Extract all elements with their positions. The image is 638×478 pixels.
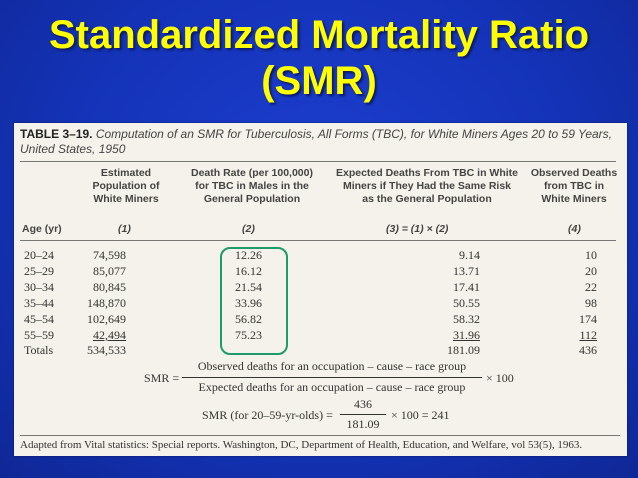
cell-age: 45–54 (24, 312, 54, 326)
cell-expected: 31.96 (453, 328, 480, 342)
cell-observed: 98 (585, 296, 597, 310)
cell-expected: 50.55 (453, 296, 480, 310)
table-row: 30–34 80,845 21.54 17.41 22 (14, 279, 627, 295)
colnum-4: (4) (568, 223, 581, 235)
cell-population: 102,649 (87, 312, 126, 326)
table-caption-text: Computation of an SMR for Tuberculosis, … (95, 127, 612, 141)
table-row: 35–44 148,870 33.96 50.55 98 (14, 295, 627, 311)
table-row: 55–59 42,494 75.23 31.96 112 (14, 327, 627, 343)
colnum-2: (2) (242, 223, 255, 235)
cell-population: 42,494 (93, 328, 126, 342)
cell-population: 148,870 (87, 296, 126, 310)
header-col2-line: General Population (203, 193, 301, 205)
slide-title-line2: (SMR) (261, 59, 377, 103)
cell-rate: 75.23 (235, 328, 262, 342)
cell-rate: 21.54 (235, 280, 262, 294)
slide-title-line1: Standardized Mortality Ratio (48, 13, 590, 57)
header-col3-line: Miners if They Had the Same Risk (342, 180, 512, 192)
smr-formula-lhs: SMR = (144, 371, 180, 385)
header-col4: Observed Deaths from TBC in White Miners (524, 167, 624, 206)
header-col3: Expected Deaths From TBC in White Miners… (332, 167, 522, 206)
smr-formula-numerator: Observed deaths for an occupation – caus… (197, 359, 467, 373)
header-col4-line: from TBC in (543, 180, 605, 192)
cell-rate: 33.96 (235, 296, 262, 310)
smr-example-numerator: 436 (354, 397, 372, 411)
table-row: 20–24 74,598 12.26 9.14 10 (14, 247, 627, 263)
table-caption-text-2: United States, 1950 (20, 142, 126, 156)
smr-example-result: × 100 = 241 (391, 408, 450, 422)
totals-observed: 436 (579, 343, 597, 357)
totals-population: 534,533 (87, 343, 126, 357)
cell-population: 74,598 (93, 248, 126, 262)
table-caption: TABLE 3–19. Computation of an SMR for Tu… (20, 127, 620, 157)
cell-age: 20–24 (24, 248, 54, 262)
header-col2-line: Death Rate (per 100,000) (191, 167, 313, 179)
header-col4-line: White Miners (541, 193, 607, 205)
cell-population: 85,077 (93, 264, 126, 278)
rate-highlight-box (220, 247, 288, 355)
fraction-bar (340, 414, 386, 415)
smr-formula-times: × 100 (486, 371, 514, 385)
cell-population: 80,845 (93, 280, 126, 294)
header-col1-line: Population of (92, 180, 160, 192)
cell-observed: 22 (585, 280, 597, 294)
age-header: Age (yr) (22, 223, 62, 235)
cell-rate: 12.26 (235, 248, 262, 262)
cell-observed: 10 (585, 248, 597, 262)
table-row: 25–29 85,077 16.12 13.71 20 (14, 263, 627, 279)
divider (20, 240, 616, 241)
fraction-bar (182, 377, 482, 378)
cell-age: 55–59 (24, 328, 54, 342)
cell-observed: 174 (579, 312, 597, 326)
smr-example-lhs: SMR (for 20–59-yr-olds) = (202, 408, 333, 422)
header-col1: Estimated Population of White Miners (78, 167, 174, 206)
cell-expected: 58.32 (453, 312, 480, 326)
totals-row: Totals 534,533 181.09 436 (14, 343, 627, 359)
table-number: TABLE 3–19. (20, 127, 93, 141)
header-col2-line: for TBC in Males in the (195, 180, 309, 192)
cell-rate: 56.82 (235, 312, 262, 326)
header-col3-line: as the General Population (362, 193, 492, 205)
divider (20, 161, 616, 162)
table-panel: TABLE 3–19. Computation of an SMR for Tu… (14, 123, 627, 456)
header-col2: Death Rate (per 100,000) for TBC in Male… (182, 167, 322, 206)
smr-example-denominator: 181.09 (346, 417, 380, 431)
cell-observed: 20 (585, 264, 597, 278)
footnote: Adapted from Vital statistics: Special r… (20, 435, 620, 451)
totals-label: Totals (24, 343, 54, 357)
cell-age: 30–34 (24, 280, 54, 294)
header-col4-line: Observed Deaths (530, 167, 618, 179)
cell-age: 35–44 (24, 296, 54, 310)
cell-age: 25–29 (24, 264, 54, 278)
cell-expected: 17.41 (453, 280, 480, 294)
header-col1-line: Estimated (100, 167, 152, 179)
cell-expected: 9.14 (459, 248, 480, 262)
header-col3-line: Expected Deaths From TBC in White (335, 167, 519, 179)
header-col1-line: White Miners (93, 193, 159, 205)
slide-title: Standardized Mortality Ratio (SMR) (0, 12, 638, 104)
cell-observed: 112 (579, 328, 597, 342)
cell-expected: 13.71 (453, 264, 480, 278)
table-row: 45–54 102,649 56.82 58.32 174 (14, 311, 627, 327)
colnum-3: (3) = (1) × (2) (386, 223, 449, 235)
smr-formula-denominator: Expected deaths for an occupation – caus… (198, 380, 466, 394)
colnum-1: (1) (118, 223, 131, 235)
cell-rate: 16.12 (235, 264, 262, 278)
totals-expected: 181.09 (447, 343, 480, 357)
